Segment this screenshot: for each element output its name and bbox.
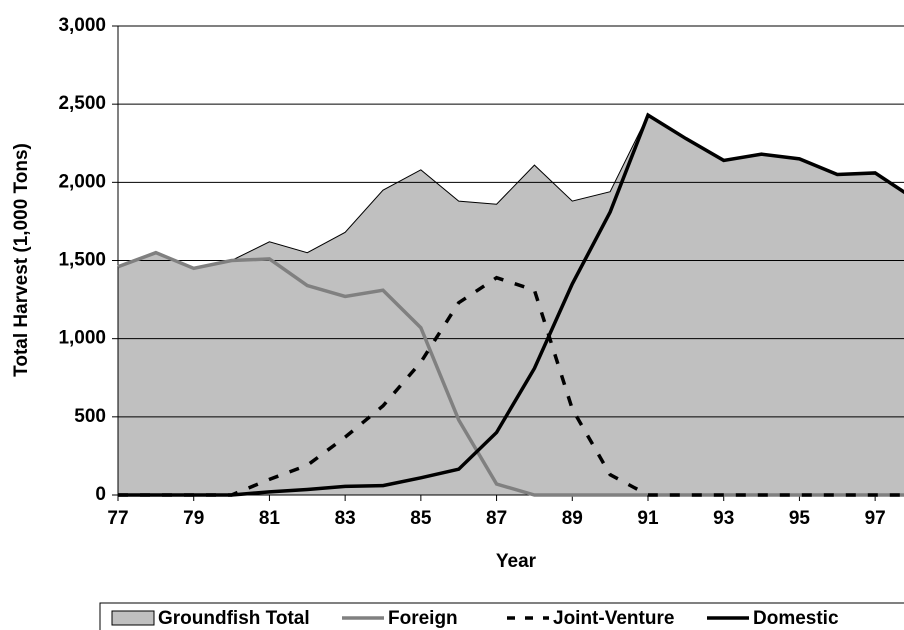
x-tick-label: 97 — [865, 508, 886, 529]
y-tick-label: 3,000 — [58, 15, 106, 36]
x-tick-label: 81 — [259, 508, 281, 529]
legend-label: Groundfish Total — [158, 608, 310, 629]
x-axis-label: Year — [496, 551, 537, 572]
y-tick-label: 500 — [74, 406, 106, 427]
y-axis-label: Total Harvest (1,000 Tons) — [11, 143, 32, 377]
y-tick-label: 0 — [95, 484, 106, 505]
legend-label: Foreign — [388, 608, 458, 629]
y-tick-label: 2,500 — [58, 93, 106, 114]
x-tick-label: 95 — [789, 508, 811, 529]
x-tick-label: 77 — [107, 508, 128, 529]
line — [118, 112, 904, 497]
line — [118, 275, 904, 497]
y-tick-label: 1,500 — [58, 250, 106, 271]
x-tick-label: 85 — [410, 508, 432, 529]
y-tick-label: 1,000 — [58, 328, 106, 349]
legend-label: Joint-Venture — [553, 608, 674, 629]
legend-swatch — [111, 610, 155, 626]
x-tick-label: 79 — [183, 508, 204, 529]
y-tick-label: 2,000 — [58, 171, 106, 192]
x-tick-label: 89 — [562, 508, 583, 529]
x-tick-label: 87 — [486, 508, 507, 529]
x-tick-label: 93 — [713, 508, 734, 529]
legend-box — [99, 602, 904, 630]
legend-label: Domestic — [753, 608, 839, 629]
x-tick-label: 83 — [335, 508, 356, 529]
x-tick-label: 91 — [637, 508, 659, 529]
area — [117, 114, 904, 496]
